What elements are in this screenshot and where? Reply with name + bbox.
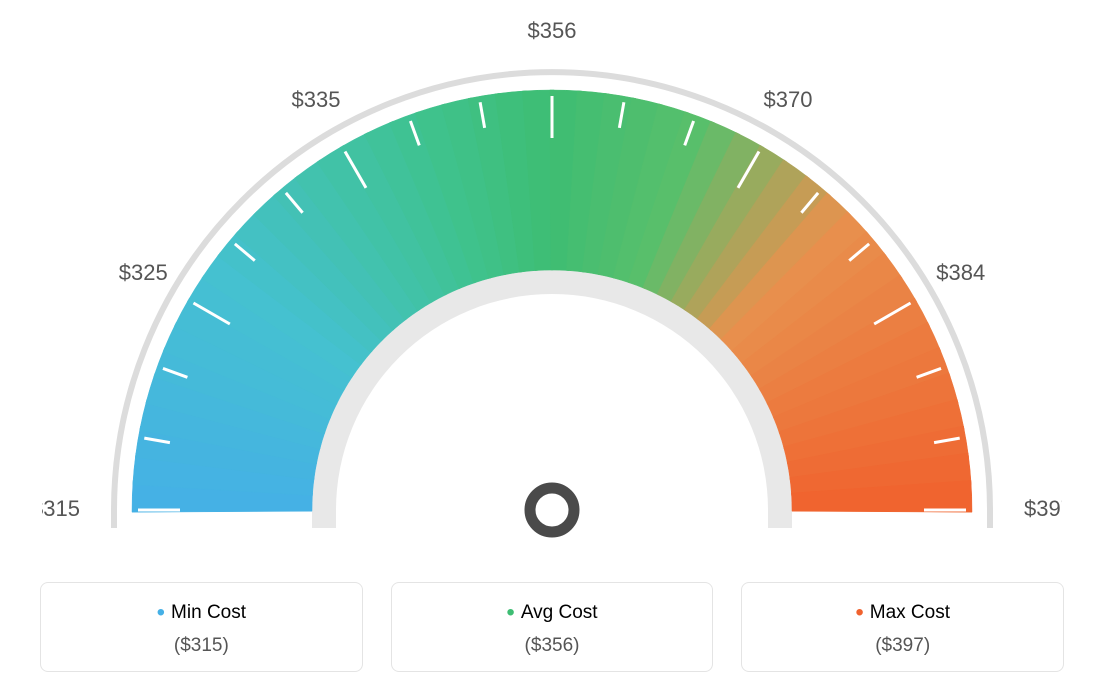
legend-avg-label: Avg Cost (521, 602, 598, 623)
svg-text:$335: $335 (292, 87, 341, 112)
dot-icon: • (855, 599, 863, 626)
legend-max-title: • Max Cost (752, 599, 1053, 627)
legend-avg-value: ($356) (402, 635, 703, 657)
svg-text:$384: $384 (936, 260, 985, 285)
legend-max-value: ($397) (752, 635, 1053, 657)
svg-text:$315: $315 (42, 496, 80, 521)
legend-min-title: • Min Cost (51, 599, 352, 627)
dot-icon: • (506, 599, 514, 626)
legend-max-label: Max Cost (870, 602, 950, 623)
svg-text:$370: $370 (764, 87, 813, 112)
svg-text:$356: $356 (528, 18, 577, 43)
legend-min-label: Min Cost (171, 602, 246, 623)
legend-min-value: ($315) (51, 635, 352, 657)
legend-avg-title: • Avg Cost (402, 599, 703, 627)
gauge-chart: $315 $325 $335 $356 $370 $384 $397 (42, 10, 1062, 570)
legend-card-avg: • Avg Cost ($356) (391, 582, 714, 672)
legend-card-min: • Min Cost ($315) (40, 582, 363, 672)
svg-text:$397: $397 (1024, 496, 1062, 521)
legend-card-max: • Max Cost ($397) (741, 582, 1064, 672)
dot-icon: • (157, 599, 165, 626)
svg-text:$325: $325 (119, 260, 168, 285)
gauge-svg: $315 $325 $335 $356 $370 $384 $397 (42, 10, 1062, 570)
legend-row: • Min Cost ($315) • Avg Cost ($356) • Max C… (40, 582, 1064, 672)
